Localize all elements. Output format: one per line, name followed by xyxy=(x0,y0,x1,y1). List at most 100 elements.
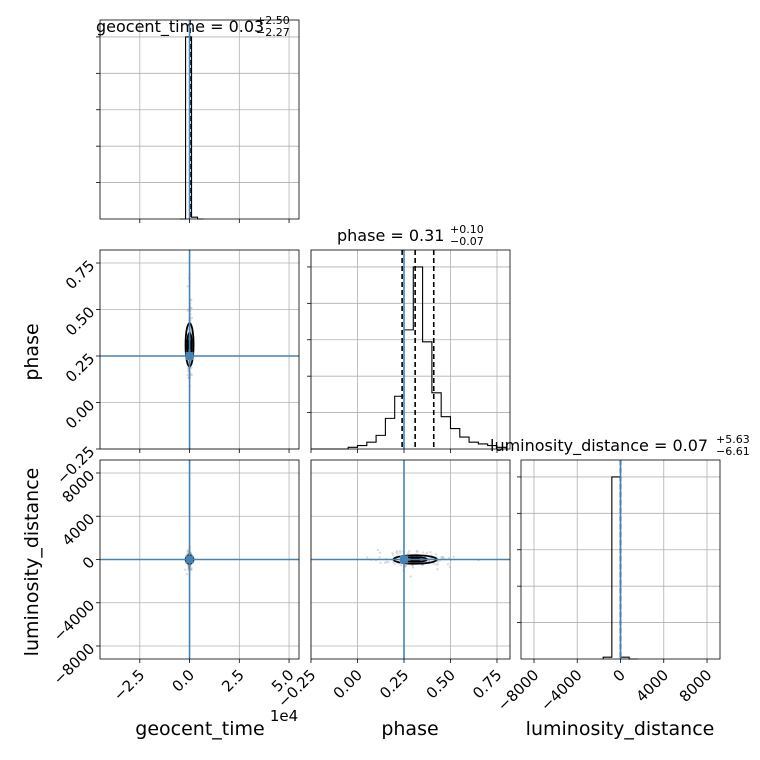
sample-point xyxy=(186,373,189,377)
sample-point xyxy=(190,568,193,571)
histograms-layer xyxy=(179,36,638,660)
sample-point xyxy=(440,555,443,559)
ytick-label: 0.50 xyxy=(62,303,98,339)
sample-point xyxy=(387,561,390,564)
sample-point xyxy=(190,306,193,310)
ytick-label: 0.75 xyxy=(62,257,98,293)
xtick-label: −8000 xyxy=(494,666,543,715)
sample-point xyxy=(399,563,403,567)
truth-point xyxy=(185,555,194,564)
panel-frames-layer xyxy=(99,19,721,660)
xlabel-geocent-time: geocent_time xyxy=(135,718,264,740)
sample-point xyxy=(395,549,399,553)
sample-point xyxy=(409,575,412,578)
title-geocent-time: geocent_time = 0.03 xyxy=(96,17,264,37)
sample-point xyxy=(391,551,394,555)
xtick-label: 4000 xyxy=(633,666,673,706)
ticks-layer: −0.250.000.250.500.75−8000−4000040008000… xyxy=(50,36,716,715)
sample-point xyxy=(378,556,381,559)
ytick-label: 0.00 xyxy=(62,396,98,432)
sample-point xyxy=(447,556,451,560)
sample-point xyxy=(425,551,429,555)
panel-0-0 xyxy=(99,19,300,220)
panel-2-1 xyxy=(310,459,511,660)
ytick-label: 0 xyxy=(79,553,98,572)
truth-lines-layer xyxy=(100,20,622,659)
sample-point xyxy=(185,573,189,576)
sample-point xyxy=(436,563,439,566)
sample-point xyxy=(416,550,419,554)
ylabel-luminosity-distance: luminosity_distance xyxy=(21,468,43,657)
ytick-label: −8000 xyxy=(50,640,99,689)
title-geocent-time-plus: +2.50 xyxy=(256,14,290,27)
title-phase: phase = 0.31 xyxy=(337,226,444,245)
sample-point xyxy=(393,562,396,566)
ytick-label: 4000 xyxy=(59,510,99,550)
truth-point xyxy=(185,352,194,361)
sample-point xyxy=(415,549,418,553)
sample-point xyxy=(190,299,193,302)
panel-1-0 xyxy=(99,249,300,450)
truth-point xyxy=(399,555,408,564)
sample-point xyxy=(435,552,438,556)
sample-point xyxy=(407,551,410,555)
sample-point xyxy=(446,563,450,566)
title-phase-minus: −0.07 xyxy=(450,235,484,248)
xtick-label: 0.25 xyxy=(376,666,412,702)
xtick-label: 2.5 xyxy=(218,666,248,696)
xtick-label: 0.0 xyxy=(168,666,198,696)
sample-point xyxy=(429,550,432,554)
sample-point xyxy=(436,560,440,563)
sample-point xyxy=(190,316,194,320)
panel-1-1 xyxy=(310,249,511,450)
xtick-label: −4000 xyxy=(537,666,586,715)
sample-point xyxy=(422,551,425,554)
histogram-phase xyxy=(311,266,507,450)
sample-point xyxy=(392,553,395,557)
ytick-label: 0.25 xyxy=(62,350,98,386)
sample-point xyxy=(190,373,194,377)
title-geocent-time-minus: −2.27 xyxy=(256,26,290,39)
sample-point xyxy=(190,366,193,370)
sample-point xyxy=(376,548,380,552)
sample-point xyxy=(186,549,189,552)
title-luminosity-distance-minus: −6.61 xyxy=(716,445,750,458)
sample-point xyxy=(408,550,411,553)
offset-label-geocent-time: 1e4 xyxy=(270,707,298,725)
sample-point xyxy=(410,564,414,567)
sample-point xyxy=(411,566,415,569)
ylabel-phase: phase xyxy=(21,323,43,380)
sample-point xyxy=(385,560,388,564)
sample-point xyxy=(398,549,402,553)
sample-point xyxy=(378,551,382,554)
sample-point xyxy=(441,555,445,559)
sample-point xyxy=(379,561,382,565)
title-luminosity-distance-plus: +5.63 xyxy=(716,433,750,446)
xtick-label: −2.5 xyxy=(110,666,148,704)
sample-point xyxy=(190,568,193,571)
ytick-label: −4000 xyxy=(50,596,99,645)
sample-point xyxy=(186,285,189,288)
sample-point xyxy=(366,556,369,559)
title-phase-plus: +0.10 xyxy=(450,223,484,236)
sample-point xyxy=(186,550,189,553)
sample-point xyxy=(432,562,435,565)
sample-point xyxy=(427,559,431,563)
sample-point xyxy=(436,568,439,571)
xtick-label: 8000 xyxy=(676,666,716,706)
sample-point xyxy=(452,555,455,559)
sample-point xyxy=(392,561,395,564)
scatter-points-layer xyxy=(184,277,480,578)
sample-point xyxy=(434,563,437,566)
sample-point xyxy=(190,566,193,569)
sample-point xyxy=(395,551,398,554)
sample-point xyxy=(396,552,399,555)
sample-point xyxy=(186,309,189,312)
xtick-label: 0.00 xyxy=(330,666,366,702)
xlabel-luminosity-distance: luminosity_distance xyxy=(526,718,715,740)
sample-point xyxy=(448,565,452,569)
sample-point xyxy=(184,568,187,571)
xlabel-phase: phase xyxy=(381,718,438,740)
xtick-label: 0 xyxy=(610,666,629,685)
